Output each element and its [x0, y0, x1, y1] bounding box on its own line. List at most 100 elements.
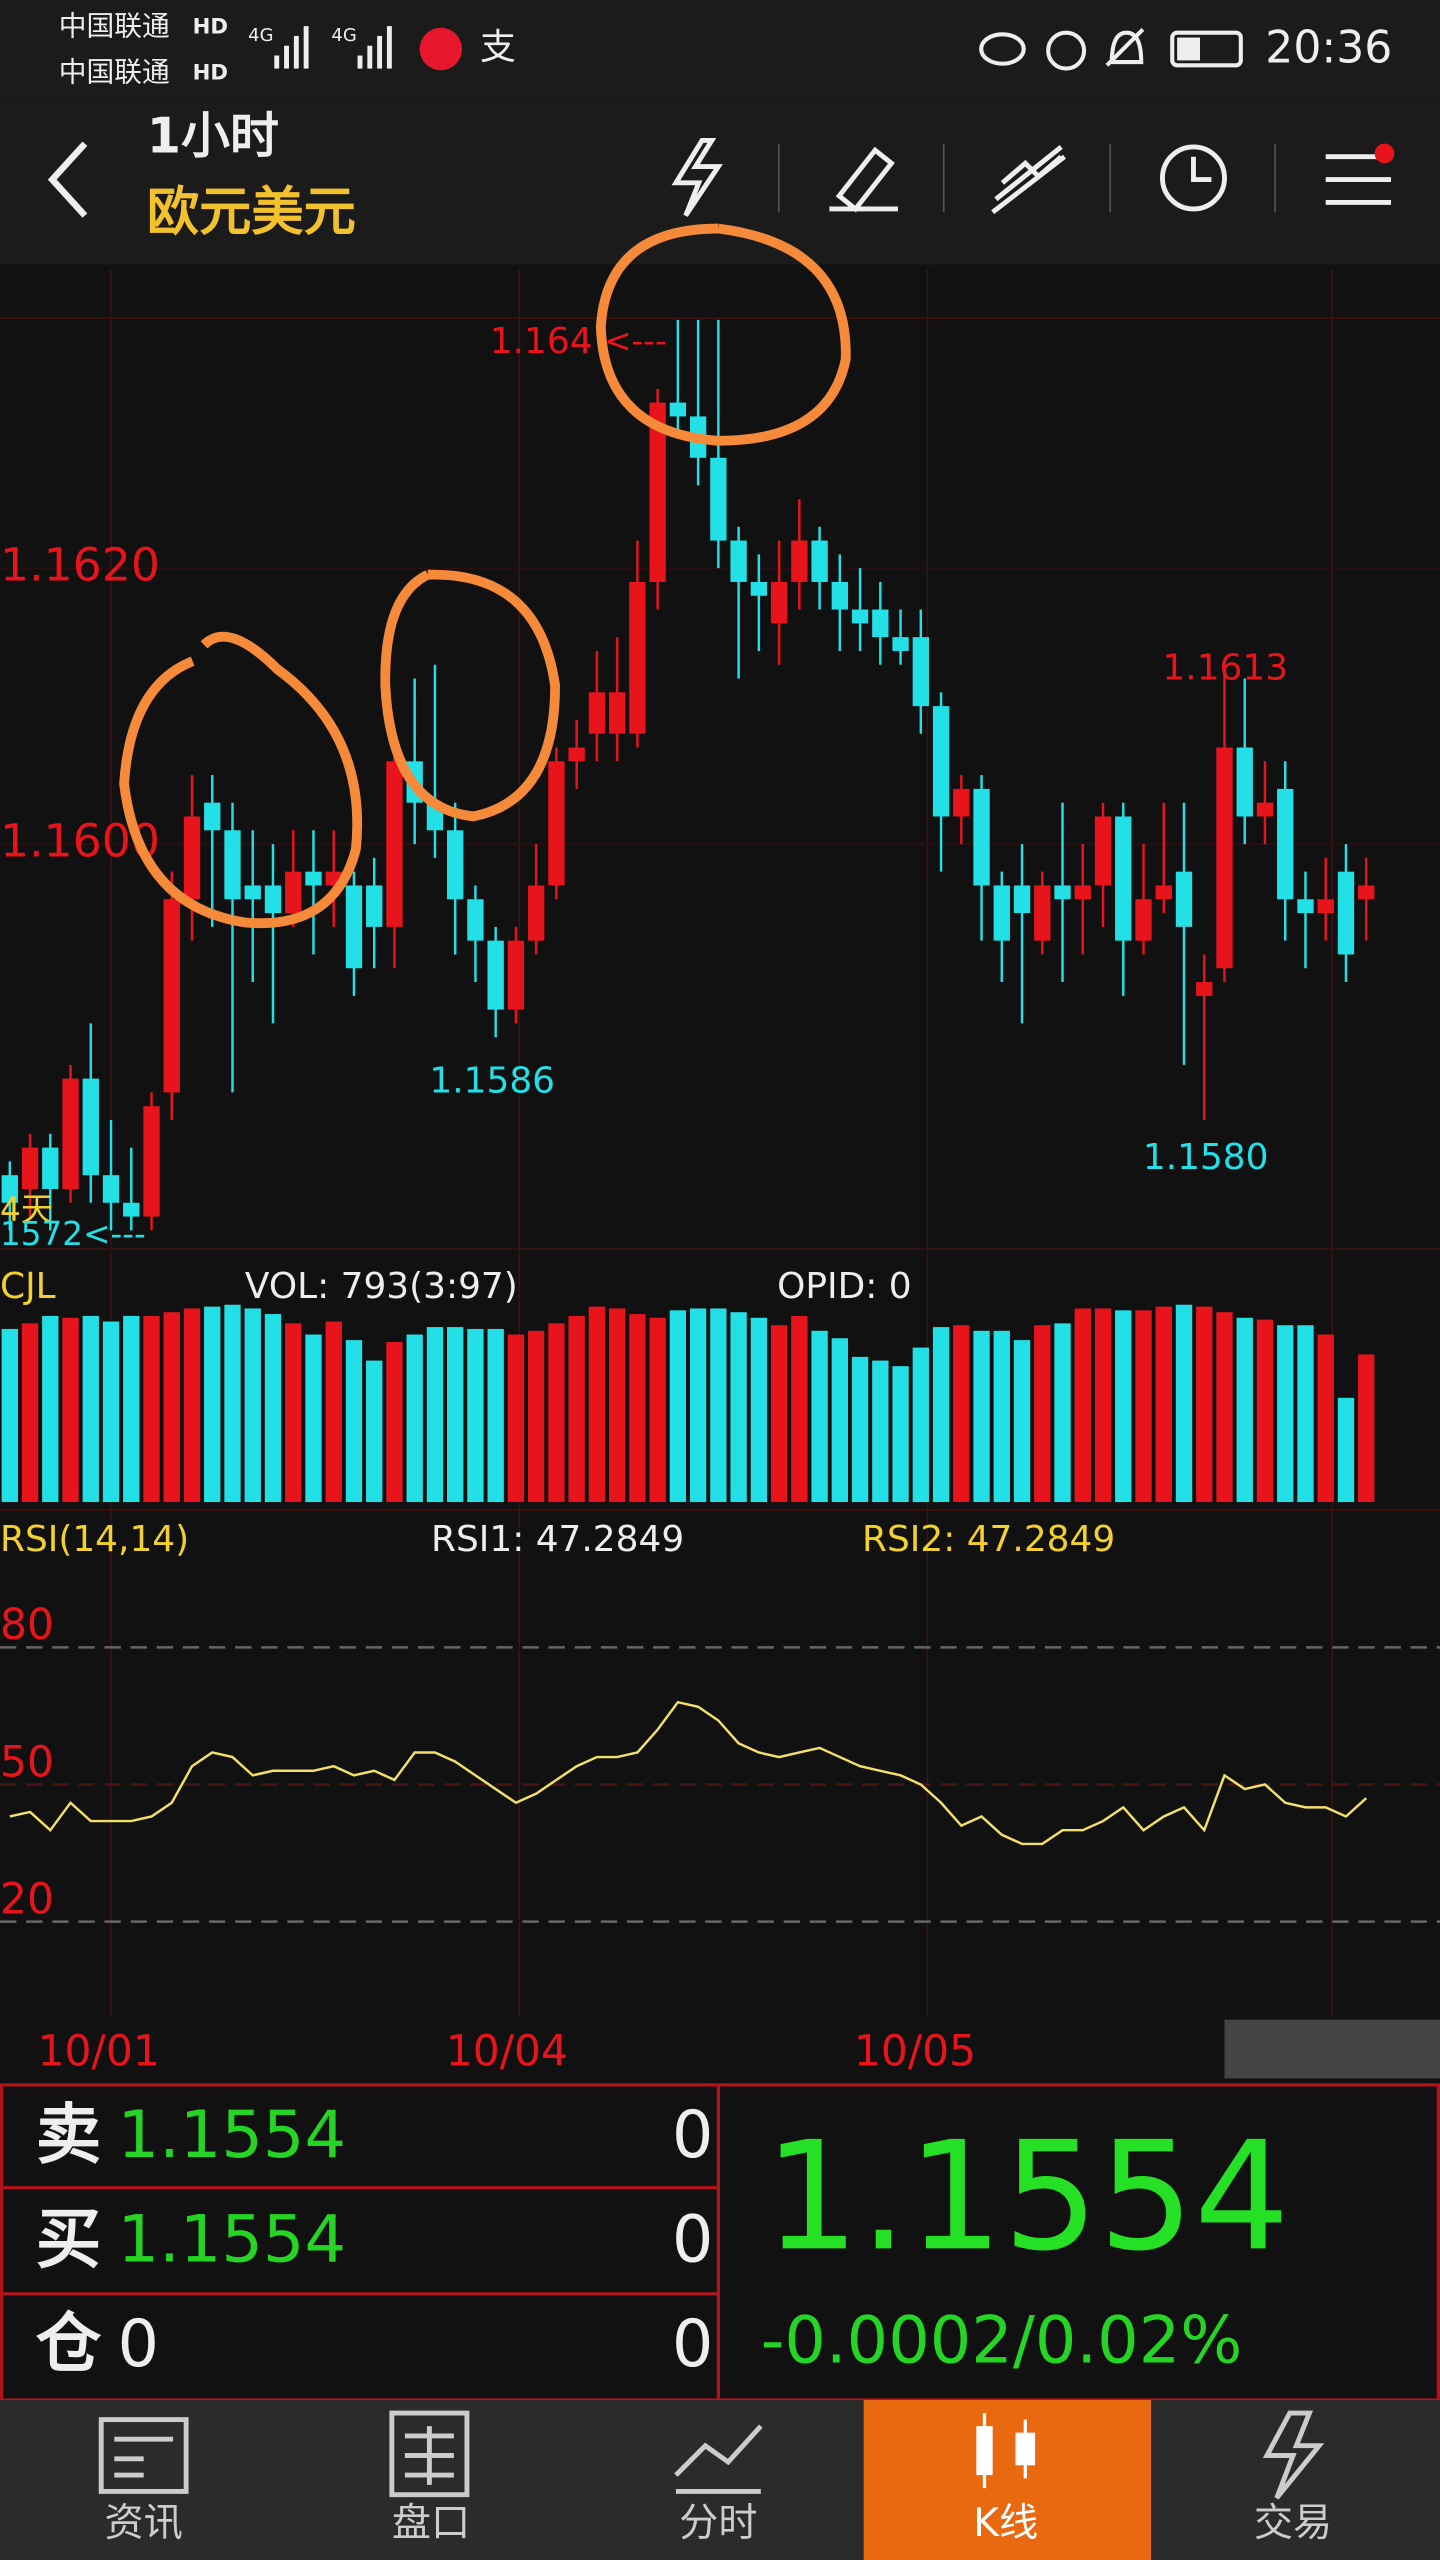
candle-body [183, 816, 201, 900]
candle-body [143, 1106, 160, 1217]
kline-icon [976, 2413, 1036, 2489]
tab-label[interactable]: 交易 [1254, 2501, 1332, 2546]
volume-bar [750, 1317, 768, 1503]
candle-body [1277, 788, 1294, 900]
volume-bar [1074, 1308, 1091, 1503]
high-marker: 1.164 [490, 321, 593, 362]
buy-label: 买 [36, 2201, 101, 2277]
volume-bar [325, 1321, 342, 1503]
volume-bar [1013, 1340, 1031, 1503]
low-marker: 1572<--- [0, 1215, 146, 1253]
candle-body [1115, 816, 1132, 941]
volume-bar [1094, 1308, 1112, 1503]
volume-bar [892, 1366, 909, 1503]
header-dividers [777, 143, 1276, 213]
rsi-level-label: 80 [0, 1601, 54, 1650]
volume-bar [345, 1340, 363, 1503]
volume-bar [143, 1315, 160, 1503]
rsi-line [9, 1700, 1368, 1846]
volume-bar [1115, 1310, 1132, 1503]
volume-bar [467, 1328, 484, 1503]
tab-label[interactable]: K线 [973, 2501, 1038, 2546]
candle-body [730, 540, 747, 582]
volume-bar [507, 1334, 525, 1503]
date-label: 10/01 [38, 2027, 160, 2076]
candle-body [1216, 747, 1233, 969]
sell-qty: 0 [672, 2097, 714, 2173]
rsi2-value: RSI2: 47.2849 [862, 1519, 1115, 1560]
volume-bar [305, 1334, 322, 1503]
volume-bar [953, 1325, 970, 1503]
candle-body [21, 1147, 39, 1189]
indicator-icon[interactable] [991, 145, 1066, 215]
volume-bar [1155, 1306, 1172, 1503]
volume-bar [204, 1306, 221, 1503]
tab-label[interactable]: 资讯 [104, 2501, 182, 2546]
candle-body [123, 1202, 140, 1217]
volume-bar [285, 1323, 302, 1503]
tab-icons [98, 2410, 1325, 2500]
volume-bar [264, 1314, 282, 1503]
candle-body [447, 830, 464, 900]
candle-body [629, 581, 646, 734]
app-icon: 支 [480, 27, 516, 68]
last-price: 1.1554 [764, 2110, 1290, 2284]
position-label: 仓 [36, 2306, 102, 2382]
time-hand [1191, 156, 1212, 183]
candle-body [82, 1078, 99, 1176]
hd-badge: HD [193, 15, 228, 40]
hd-badge: HD [193, 60, 228, 85]
candle-body [163, 899, 180, 1093]
volume-bar [1337, 1397, 1355, 1503]
tab-label[interactable]: 盘口 [392, 2501, 470, 2546]
back-button[interactable] [47, 141, 88, 218]
flash-icon[interactable] [671, 137, 723, 217]
price-change: -0.0002/0.02% [761, 2303, 1242, 2379]
signal-icons [274, 26, 392, 69]
candle-body [1337, 871, 1355, 955]
date-label: 10/04 [446, 2027, 568, 2076]
network: 4G [331, 25, 356, 46]
volume-bar [669, 1310, 687, 1503]
volume-bar [791, 1315, 808, 1503]
volume-bar [588, 1306, 606, 1503]
opid-value: OPID: 0 [777, 1266, 912, 1307]
rsi1-value: RSI1: 47.2849 [431, 1519, 684, 1560]
candle-body [1236, 747, 1253, 817]
rsi-level-label: 20 [0, 1876, 54, 1925]
volume-bar [1, 1328, 18, 1503]
high-arrow: <--- [604, 322, 667, 360]
vol-value: VOL: 793(3:97) [245, 1266, 518, 1307]
volume-bar [447, 1327, 464, 1503]
vol-name: CJL [0, 1266, 56, 1307]
volume-bar [1358, 1354, 1375, 1503]
candle-body [285, 871, 302, 914]
tab-label[interactable]: 分时 [679, 2501, 757, 2546]
candle-body [791, 540, 808, 582]
grid-vertical [0, 269, 1440, 2017]
candle-body [932, 706, 950, 817]
volume-bar [244, 1308, 261, 1503]
volume-bar [629, 1314, 646, 1503]
volume-bar [366, 1360, 383, 1503]
time-icon[interactable] [1160, 144, 1227, 212]
volume-bar [811, 1330, 828, 1503]
candle-body [487, 940, 504, 1010]
days-marker: 4天 [0, 1190, 53, 1228]
sell-price: 1.1554 [118, 2097, 346, 2173]
volume-bar [1054, 1323, 1071, 1503]
volume-bar [21, 1323, 39, 1503]
buy-price: 1.1554 [118, 2201, 346, 2277]
date-label: 10/05 [854, 2027, 976, 2076]
draw-icon[interactable] [829, 146, 898, 213]
candle-body [1317, 899, 1334, 914]
candle-body [750, 581, 768, 596]
volume-bar [1277, 1325, 1294, 1503]
volume-bar [831, 1338, 849, 1503]
volume-bar [386, 1341, 403, 1503]
volume-bar [1135, 1310, 1152, 1503]
candle-body [345, 885, 363, 969]
candle-body [1358, 885, 1375, 900]
